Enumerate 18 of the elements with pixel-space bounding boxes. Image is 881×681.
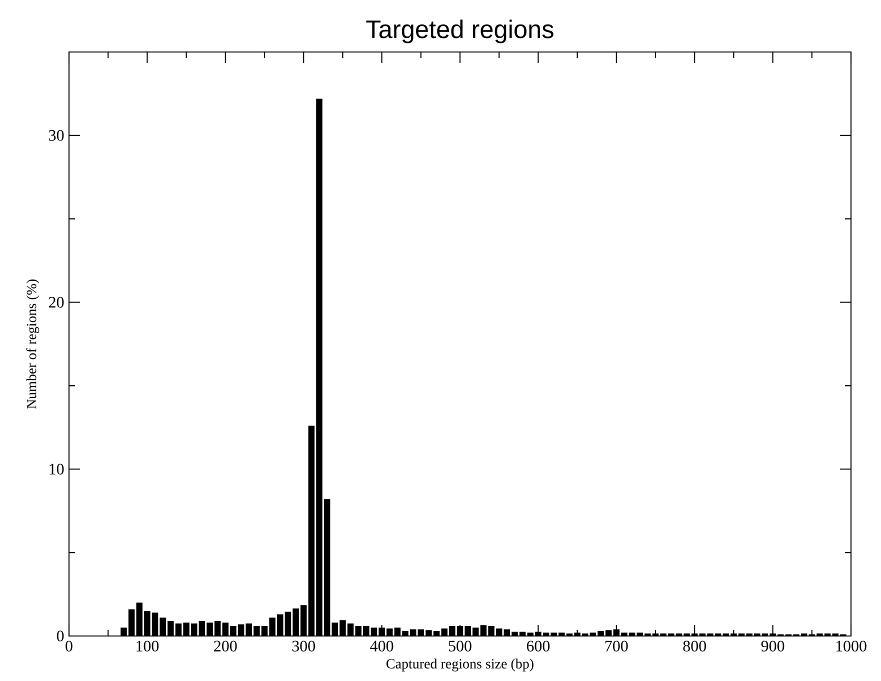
x-tick-label: 100 [136, 640, 159, 652]
x-tick-label: 400 [370, 640, 394, 652]
x-tick-label: 800 [683, 640, 706, 652]
x-tick-label: 300 [292, 640, 315, 652]
y-tick-label: 20 [49, 296, 64, 308]
y-axis-title: Number of regions (%) [26, 280, 40, 409]
x-tick-label: 700 [605, 640, 628, 652]
y-tick-label: 10 [50, 464, 64, 475]
x-axis-title: Captured regions size (bp) [386, 658, 534, 672]
x-tick-label: 1000 [836, 640, 866, 652]
y-tick-label: 0 [56, 630, 64, 642]
chart-title: Targeted regions [366, 20, 554, 44]
x-tick-label: 0 [66, 640, 72, 652]
x-tick-label: 600 [526, 640, 550, 652]
x-tick-label: 500 [448, 640, 472, 652]
x-tick-label: 200 [214, 640, 237, 652]
x-tick-label: 900 [761, 640, 784, 652]
y-tick-label: 30 [49, 130, 64, 141]
